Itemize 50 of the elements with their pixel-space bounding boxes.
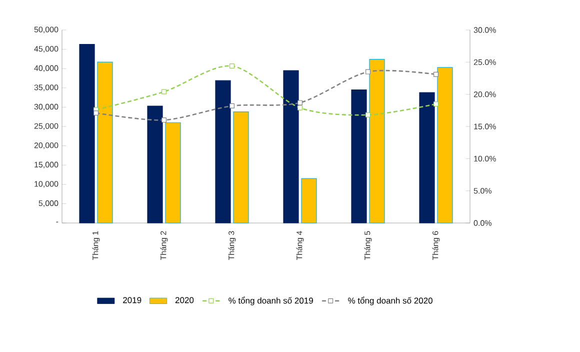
- y2-tick-label: 30.0%: [474, 27, 496, 33]
- bar: [419, 92, 435, 224]
- legend-label: % tổng doanh số 2020: [348, 296, 432, 306]
- y-tick-label: 5,000: [38, 200, 58, 207]
- y-tick-label: 10,000: [34, 181, 58, 188]
- bar: [369, 59, 385, 224]
- y-tick-label: 40,000: [34, 65, 58, 72]
- bar: [147, 106, 163, 224]
- point: [366, 112, 370, 118]
- y2-tick-label: 25.0%: [474, 59, 496, 65]
- point: [434, 72, 438, 77]
- point: [162, 118, 167, 123]
- bar: [283, 70, 299, 224]
- y-tick-label: 50,000: [34, 26, 58, 34]
- point: [434, 101, 438, 106]
- bar: [437, 67, 453, 224]
- y-tick-label: 25,000: [34, 123, 58, 130]
- legend-label: % tổng doanh số 2019: [228, 296, 313, 306]
- y2-tick-label: 5.0%: [474, 188, 492, 194]
- x-tick-label: Tháng 1: [92, 231, 100, 260]
- bar: [165, 122, 181, 224]
- y-tick-label: 35,000: [34, 84, 58, 92]
- y-tick-label: 20,000: [34, 142, 58, 150]
- y2-tick-label: 20.0%: [474, 91, 496, 98]
- y2-tick-label: 10.0%: [474, 156, 496, 162]
- bar: [233, 112, 249, 224]
- x-tick-label: Tháng 6: [432, 231, 440, 260]
- bar: [79, 44, 95, 224]
- point: [94, 110, 99, 116]
- point: [298, 100, 302, 106]
- point: [162, 89, 167, 94]
- y-tick-label: 45,000: [34, 46, 58, 53]
- x-tick-label: Tháng 5: [364, 231, 372, 260]
- y2-tick-label: 15.0%: [474, 124, 496, 130]
- legend-label: 2019: [123, 297, 142, 304]
- x-tick-label: Tháng 2: [160, 231, 168, 260]
- bar: [351, 90, 367, 224]
- bar: [301, 178, 317, 224]
- point: [298, 105, 302, 110]
- point: [230, 64, 234, 69]
- point: [366, 69, 370, 74]
- y-tick-label: 15,000: [34, 162, 58, 168]
- legend-label: 2020: [175, 297, 194, 304]
- x-tick-label: Tháng 4: [296, 231, 304, 260]
- point: [230, 103, 234, 108]
- x-tick-label: Tháng 3: [228, 231, 236, 260]
- bar: [215, 80, 231, 224]
- bar: [97, 62, 113, 224]
- y-tick-label: 30,000: [34, 104, 58, 110]
- y2-tick-label: 0.0%: [474, 220, 492, 226]
